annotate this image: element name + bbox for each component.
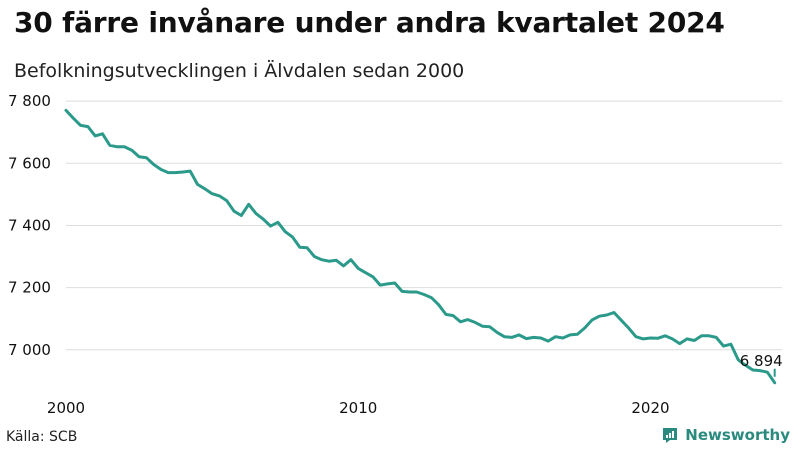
y-tick-label: 7 200 — [8, 279, 51, 297]
series-line — [64, 108, 777, 385]
end-value-label: 6 894 — [740, 352, 783, 370]
chart-title: 30 färre invånare under andra kvartalet … — [14, 6, 725, 39]
x-tick-label: 2020 — [631, 399, 669, 417]
y-tick-label: 7 600 — [8, 154, 51, 172]
y-axis-tick-labels: 7 000 7 200 7 400 7 600 7 800 — [8, 92, 51, 359]
series-line-group — [64, 108, 777, 385]
x-tick-label: 2000 — [47, 399, 85, 417]
brand-logo: Newsworthy — [661, 426, 790, 444]
data-labels: 6 894 — [740, 352, 783, 377]
newsworthy-logo-icon — [663, 428, 678, 443]
y-tick-label: 7 000 — [8, 341, 51, 359]
x-axis-tick-labels: 2000 2010 2020 — [47, 399, 670, 417]
y-tick-label: 7 800 — [8, 92, 51, 110]
y-tick-label: 7 400 — [8, 216, 51, 234]
chart-subtitle: Befolkningsutvecklingen i Älvdalen sedan… — [14, 60, 465, 82]
brand-name: Newsworthy — [685, 426, 790, 444]
x-tick-label: 2010 — [339, 399, 377, 417]
gridlines — [66, 100, 782, 351]
source-note: Källa: SCB — [6, 429, 78, 445]
